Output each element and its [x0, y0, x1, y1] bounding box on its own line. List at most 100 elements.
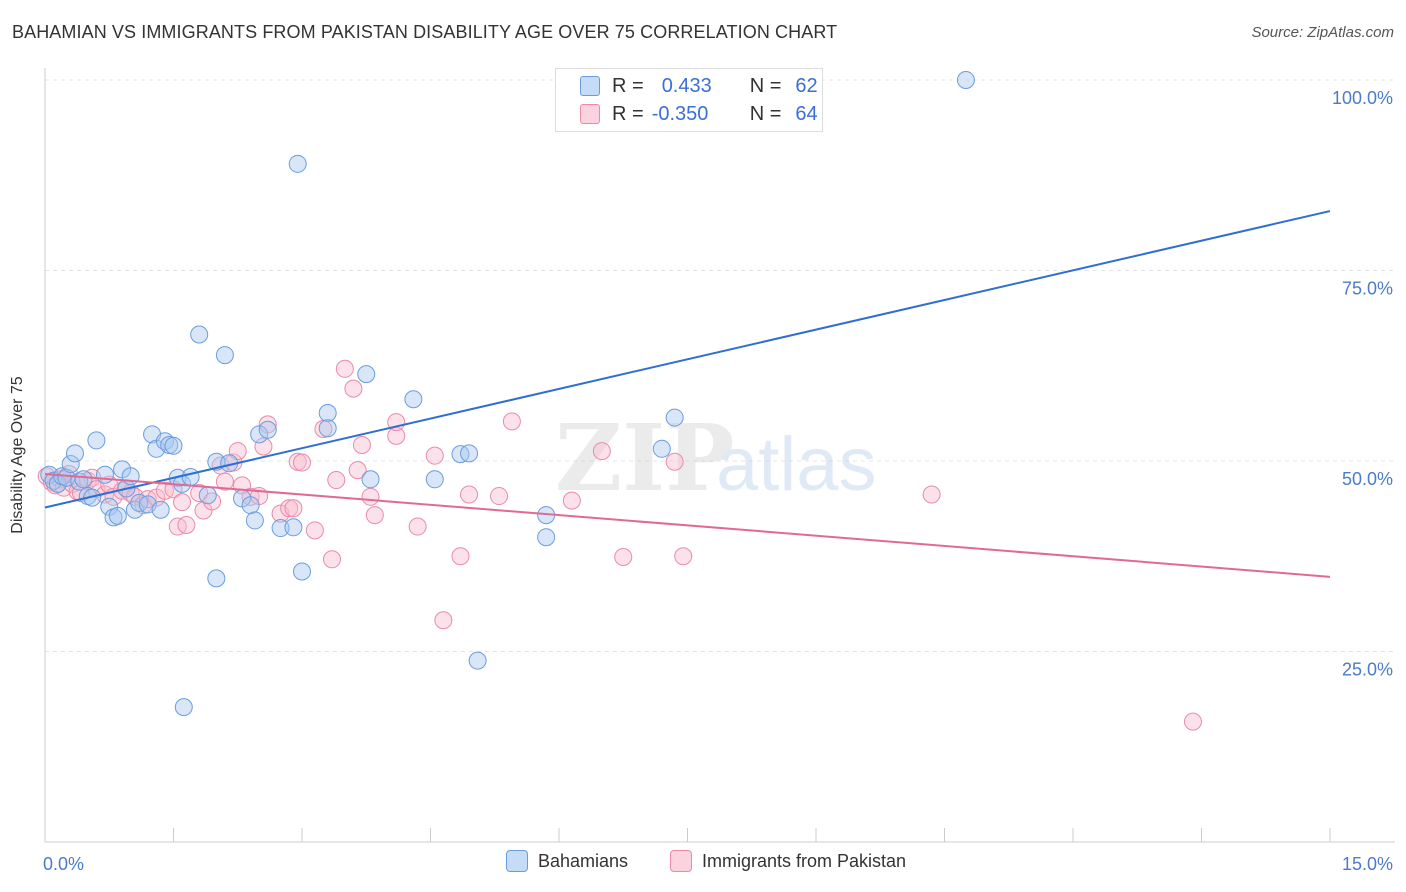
- data-point-pakistan: [228, 442, 247, 461]
- data-point-bahamians: [318, 419, 337, 438]
- data-point-bahamians: [207, 569, 226, 588]
- watermark: ZIP atlas: [555, 404, 877, 512]
- data-point-bahamians: [284, 518, 303, 537]
- legend-swatch-blue: [580, 76, 600, 96]
- legend-swatch-bahamians: [506, 850, 528, 872]
- data-point-bahamians: [174, 698, 193, 717]
- trend-line-bahamians: [44, 210, 1331, 509]
- data-point-bahamians: [198, 486, 217, 505]
- data-point-bahamians: [250, 425, 269, 444]
- data-point-pakistan: [460, 485, 479, 504]
- data-point-bahamians: [404, 390, 423, 409]
- data-point-pakistan: [348, 461, 367, 480]
- legend-swatch-pakistan: [670, 850, 692, 872]
- data-point-bahamians: [460, 444, 479, 463]
- data-point-pakistan: [592, 442, 611, 461]
- legend-n-value: 64: [795, 102, 818, 125]
- data-point-pakistan: [215, 472, 234, 491]
- data-point-pakistan: [177, 516, 196, 535]
- data-point-pakistan: [674, 547, 693, 566]
- y-tick-label: 25.0%: [1342, 660, 1393, 680]
- data-point-bahamians: [652, 439, 671, 458]
- data-point-bahamians: [361, 470, 380, 489]
- y-tick-label: 100.0%: [1332, 88, 1393, 108]
- data-point-bahamians: [95, 465, 114, 484]
- data-point-bahamians: [215, 346, 234, 365]
- watermark-atlas: atlas: [716, 422, 877, 507]
- y-tick-label: 50.0%: [1342, 469, 1393, 489]
- data-point-pakistan: [922, 485, 941, 504]
- data-point-bahamians: [87, 431, 106, 450]
- chart-title: BAHAMIAN VS IMMIGRANTS FROM PAKISTAN DIS…: [12, 22, 838, 42]
- data-point-pakistan: [425, 446, 444, 465]
- x-tick-label-max: 15.0%: [1342, 854, 1393, 874]
- data-point-pakistan: [408, 517, 427, 536]
- series-legend: Bahamians Immigrants from Pakistan: [0, 850, 1406, 878]
- x-tick-label-min: 0.0%: [43, 854, 84, 874]
- data-point-pakistan: [502, 412, 521, 431]
- data-point-pakistan: [451, 547, 470, 566]
- data-point-bahamians: [181, 468, 200, 487]
- data-point-pakistan: [344, 379, 363, 398]
- y-tick-label: 75.0%: [1342, 279, 1393, 299]
- series-pakistan-points: [37, 359, 1202, 731]
- data-point-bahamians: [537, 528, 556, 547]
- data-point-pakistan: [614, 548, 633, 567]
- legend-n-label: N =: [749, 102, 782, 125]
- data-point-pakistan: [562, 491, 581, 510]
- legend-item-bahamians[interactable]: Bahamians: [506, 850, 628, 872]
- legend-r-label: R =: [612, 102, 644, 125]
- data-point-bahamians: [468, 651, 487, 670]
- data-point-pakistan: [665, 452, 684, 471]
- data-point-bahamians: [357, 365, 376, 384]
- data-point-pakistan: [1183, 712, 1202, 731]
- chart-source: Source: ZipAtlas.com: [1251, 24, 1394, 41]
- data-point-pakistan: [327, 471, 346, 490]
- data-point-pakistan: [365, 506, 384, 525]
- data-point-bahamians: [425, 470, 444, 489]
- data-point-pakistan: [361, 487, 380, 506]
- legend-row-bahamians: R = 0.433 N = 62: [580, 73, 818, 99]
- legend-n-value: 62: [795, 74, 818, 97]
- data-point-pakistan: [284, 499, 303, 518]
- legend-item-pakistan[interactable]: Immigrants from Pakistan: [670, 850, 906, 872]
- axes: [44, 68, 1395, 843]
- data-point-pakistan: [293, 453, 311, 472]
- data-point-pakistan: [490, 487, 509, 506]
- correlation-legend: R = 0.433 N = 62 R = -0.350 N = 64: [555, 68, 823, 132]
- legend-swatch-pink: [580, 104, 600, 124]
- data-point-bahamians: [288, 154, 307, 173]
- data-point-bahamians: [190, 325, 209, 344]
- legend-r-value: -0.350: [651, 102, 709, 125]
- watermark-zip: ZIP: [555, 404, 734, 512]
- data-point-bahamians: [74, 470, 93, 489]
- data-point-bahamians: [665, 408, 684, 427]
- data-point-pakistan: [173, 493, 192, 512]
- data-point-pakistan: [280, 499, 299, 518]
- data-point-bahamians: [258, 420, 277, 439]
- data-point-pakistan: [352, 435, 371, 454]
- data-point-bahamians: [245, 511, 264, 530]
- data-point-bahamians: [151, 500, 170, 519]
- data-point-bahamians: [293, 562, 311, 581]
- legend-label-pakistan: Immigrants from Pakistan: [702, 850, 907, 871]
- legend-r-value: 0.433: [661, 74, 712, 97]
- series-bahamians-points: [40, 71, 975, 717]
- trend-line-pakistan: [44, 472, 1331, 578]
- data-point-bahamians: [65, 444, 84, 463]
- data-point-bahamians: [164, 436, 183, 455]
- data-point-pakistan: [322, 550, 341, 569]
- data-point-pakistan: [305, 521, 324, 540]
- data-point-bahamians: [271, 519, 290, 538]
- data-point-bahamians: [108, 506, 127, 525]
- legend-label-bahamians: Bahamians: [538, 850, 629, 871]
- data-point-bahamians: [61, 455, 80, 474]
- legend-row-pakistan: R = -0.350 N = 64: [580, 101, 818, 127]
- legend-r-label: R =: [612, 74, 644, 97]
- trend-lines: [44, 210, 1331, 578]
- data-point-pakistan: [335, 359, 354, 378]
- data-point-bahamians: [956, 71, 975, 89]
- tick-labels: 25.0% 50.0% 75.0% 100.0% 0.0% 15.0%: [43, 88, 1393, 874]
- data-point-pakistan: [254, 437, 273, 456]
